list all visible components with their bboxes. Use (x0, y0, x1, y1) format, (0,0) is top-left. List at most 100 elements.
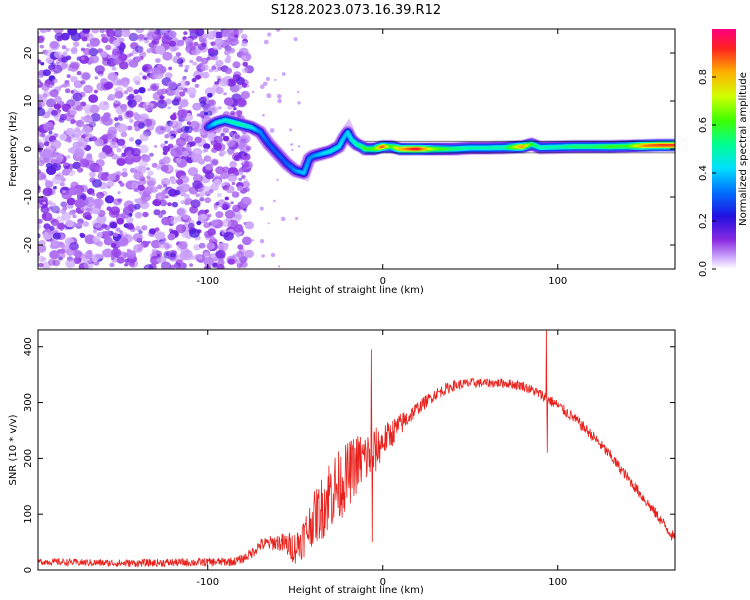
noise-blob (48, 231, 53, 236)
noise-blob (141, 225, 148, 231)
noise-blob (168, 66, 173, 71)
noise-blob (83, 84, 94, 94)
noise-blob (277, 265, 281, 268)
noise-blob (59, 84, 64, 89)
noise-blob (224, 50, 230, 56)
spectrogram-signal-track (200, 113, 675, 182)
noise-blob (147, 170, 154, 176)
noise-blob (240, 41, 248, 47)
noise-blob (98, 151, 107, 160)
noise-blob (229, 131, 234, 136)
noise-blob (52, 78, 58, 84)
noise-blob (295, 216, 299, 221)
noise-blob (117, 191, 121, 195)
noise-blob (144, 186, 154, 195)
noise-blob (156, 253, 160, 257)
noise-blob (167, 202, 172, 207)
noise-blob (158, 240, 168, 249)
noise-blob (54, 96, 62, 103)
noise-blob (213, 206, 218, 211)
noise-blob (274, 78, 277, 82)
noise-blob (135, 29, 145, 34)
noise-blob (297, 90, 300, 94)
colorbar-tick-label: 0.4 (698, 165, 709, 181)
noise-blob (187, 167, 199, 176)
noise-blob (240, 261, 248, 268)
noise-blob (201, 214, 208, 220)
noise-blob (187, 112, 191, 117)
colorbar-label: Normalized spectral amplitude (738, 72, 749, 226)
colorbar-ticks: 0.0 0.2 0.4 0.6 0.8 (698, 69, 716, 277)
noise-blob (55, 60, 61, 65)
x-tick-label: 100 (548, 577, 567, 588)
noise-blob (77, 222, 83, 227)
noise-blob (148, 42, 155, 48)
noise-blob (171, 201, 179, 208)
noise-blob (267, 32, 272, 37)
noise-blob (189, 228, 200, 238)
noise-blob (289, 128, 293, 132)
colorbar-tick-label: 0.2 (698, 213, 709, 229)
noise-blob (62, 51, 68, 56)
noise-blob (259, 239, 265, 244)
noise-blob (218, 77, 229, 87)
noise-blob (100, 78, 108, 85)
spectrogram-y-ticks: -20 -10 0 10 20 (23, 47, 675, 253)
noise-blob (238, 168, 244, 174)
noise-blob (52, 232, 62, 240)
noise-blob (178, 91, 186, 97)
noise-blob (161, 177, 171, 186)
noise-blob (94, 65, 105, 74)
noise-blob (215, 249, 226, 259)
noise-blob (241, 180, 250, 189)
noise-blob (260, 84, 265, 90)
noise-blob (134, 211, 143, 219)
noise-blob (91, 136, 98, 142)
noise-blob (183, 31, 188, 35)
noise-blob (146, 167, 150, 171)
noise-blob (139, 144, 149, 154)
noise-blob (123, 200, 134, 210)
noise-blob (146, 48, 153, 54)
noise-blob (38, 262, 44, 268)
noise-blob (196, 220, 202, 226)
noise-blob (291, 148, 294, 152)
noise-blob (223, 231, 234, 241)
noise-blob (86, 153, 93, 159)
noise-blob (290, 143, 293, 146)
noise-blob (125, 110, 134, 118)
noise-blob (161, 216, 172, 226)
noise-blob (134, 198, 139, 203)
noise-blob (114, 90, 124, 99)
noise-blob (50, 218, 60, 227)
noise-blob (133, 113, 142, 121)
noise-blob (223, 92, 227, 96)
noise-blob (156, 257, 162, 263)
noise-blob (88, 121, 96, 128)
noise-blob (156, 89, 165, 96)
noise-blob (235, 76, 245, 85)
noise-blob (38, 58, 40, 64)
noise-blob (116, 158, 126, 166)
noise-blob (165, 98, 172, 105)
noise-blob (179, 191, 186, 197)
noise-blob (53, 29, 64, 34)
noise-blob (100, 33, 106, 38)
y-tick-label: -10 (23, 189, 34, 205)
noise-blob (234, 213, 243, 221)
noise-blob (210, 41, 216, 47)
noise-blob (111, 66, 117, 71)
noise-blob (161, 189, 168, 195)
noise-blob (189, 263, 194, 267)
noise-blob (164, 140, 168, 144)
noise-blob (262, 81, 268, 87)
noise-blob (38, 93, 42, 100)
noise-blob (170, 264, 176, 269)
noise-blob (106, 230, 111, 235)
noise-blob (80, 80, 86, 85)
noise-blob (215, 201, 220, 206)
noise-blob (120, 106, 128, 113)
noise-blob (297, 101, 301, 105)
